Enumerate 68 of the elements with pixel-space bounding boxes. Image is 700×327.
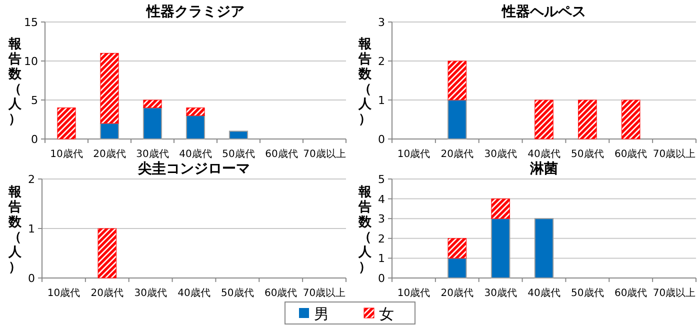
x-tick-label: 70歳以上: [303, 148, 346, 160]
x-tick-label: 50歳代: [222, 148, 255, 160]
x-tick-label: 10歳代: [397, 148, 430, 160]
y-axis-title: 報告数（人）: [358, 185, 372, 275]
x-tick-label: 70歳以上: [652, 148, 696, 160]
y-tick-label: 1: [378, 252, 385, 266]
y-axis-title: 報告数（人）: [358, 37, 372, 127]
y-tick-label: 5: [31, 94, 38, 107]
x-tick-label: 30歳代: [136, 148, 169, 160]
bar: [57, 108, 76, 140]
y-tick-label: 2: [28, 173, 35, 186]
y-tick-label: 10: [24, 55, 38, 68]
bar: [143, 100, 162, 108]
chart-title: 性器ヘルペス: [501, 4, 586, 20]
y-tick-label: 15: [24, 16, 38, 29]
y-axis-title: 報告数（人）: [8, 185, 22, 275]
x-tick-label: 20歳代: [440, 287, 474, 299]
x-tick-label: 10歳代: [397, 287, 430, 299]
x-tick-label: 60歳代: [265, 148, 298, 160]
x-tick-label: 50歳代: [221, 287, 254, 299]
bar: [186, 115, 206, 140]
x-tick-label: 40歳代: [179, 148, 212, 160]
bar: [448, 258, 467, 278]
chart-title: 淋菌: [529, 161, 558, 177]
x-tick-label: 60歳代: [614, 287, 648, 299]
y-tick-label: 2: [378, 232, 385, 246]
x-tick-label: 40歳代: [528, 287, 560, 299]
bar: [142, 107, 162, 140]
x-tick-label: 50歳代: [571, 148, 604, 160]
bar: [228, 130, 248, 140]
x-tick-label: 40歳代: [178, 287, 210, 299]
bar: [100, 52, 119, 124]
x-tick-label: 60歳代: [614, 148, 648, 160]
chart-title: 性器クラミジア: [146, 4, 244, 20]
x-tick-label: 40歳代: [528, 148, 560, 160]
chart-title: 尖圭コンジローマ: [137, 161, 250, 177]
y-tick-label: 3: [378, 16, 385, 29]
y-tick-label: 0: [31, 133, 38, 146]
y-tick-label: 1: [28, 222, 35, 236]
y-tick-label: 2: [378, 55, 385, 68]
x-tick-label: 70歳以上: [302, 287, 346, 299]
x-tick-label: 50歳代: [571, 287, 604, 299]
y-tick-label: 1: [378, 94, 385, 107]
x-tick-label: 20歳代: [440, 148, 474, 160]
bar: [490, 218, 510, 278]
x-tick-label: 10歳代: [47, 287, 80, 299]
bar: [186, 108, 205, 116]
bar: [491, 198, 510, 219]
y-tick-label: 3: [378, 212, 385, 226]
legend-label: 男: [314, 305, 329, 323]
x-tick-label: 70歳以上: [652, 287, 696, 299]
legend-label: 女: [379, 305, 394, 323]
bar: [448, 238, 467, 258]
x-tick-label: 60歳代: [264, 287, 298, 299]
x-tick-label: 30歳代: [134, 287, 167, 299]
y-tick-label: 0: [28, 272, 35, 285]
y-tick-label: 0: [378, 272, 385, 285]
x-tick-label: 20歳代: [93, 148, 126, 160]
x-tick-label: 20歳代: [90, 287, 124, 299]
y-tick-label: 0: [378, 133, 385, 146]
y-axis-title: 報告数（人）: [8, 37, 22, 127]
x-tick-label: 10歳代: [50, 148, 83, 160]
x-tick-label: 30歳代: [484, 287, 517, 299]
bar: [100, 122, 120, 140]
x-tick-label: 30歳代: [484, 148, 517, 160]
bar: [534, 218, 554, 278]
y-tick-label: 5: [378, 173, 385, 186]
y-tick-label: 4: [378, 192, 385, 206]
